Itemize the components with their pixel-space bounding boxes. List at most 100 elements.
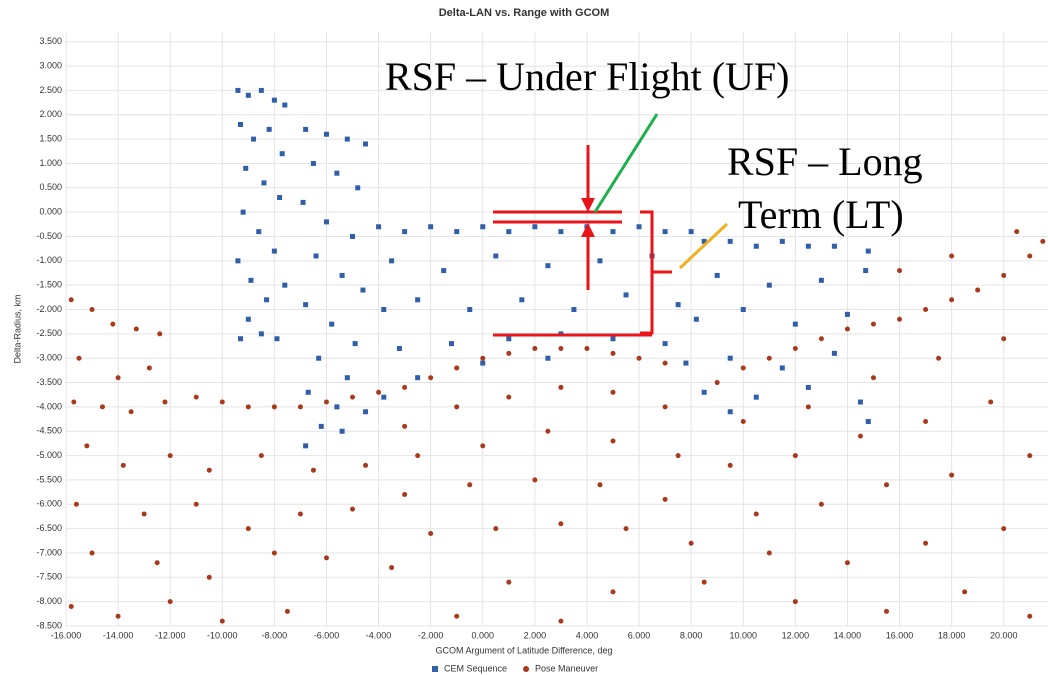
arrowhead — [581, 223, 595, 237]
point — [313, 253, 319, 259]
point — [219, 618, 225, 624]
point — [766, 550, 772, 556]
point — [360, 287, 366, 293]
point — [844, 560, 850, 566]
point — [844, 326, 850, 332]
point — [610, 350, 616, 356]
point — [558, 345, 564, 351]
y-tick-label: -8.500 — [36, 620, 62, 630]
point — [297, 404, 303, 410]
point — [831, 350, 837, 356]
point — [389, 565, 395, 571]
point — [701, 579, 707, 585]
point — [558, 618, 564, 624]
x-tick-label: 14.000 — [834, 630, 862, 640]
point — [936, 355, 942, 361]
point — [493, 253, 499, 259]
y-tick-label: 1.500 — [39, 133, 62, 143]
point — [897, 268, 903, 274]
point — [323, 131, 329, 137]
point — [219, 399, 225, 405]
x-tick-label: 20.000 — [990, 630, 1018, 640]
point — [662, 404, 668, 410]
point — [323, 219, 329, 225]
point — [318, 423, 324, 429]
point — [303, 302, 309, 308]
point — [355, 185, 361, 191]
point — [402, 229, 408, 235]
point — [844, 311, 850, 317]
point — [857, 399, 863, 405]
point — [279, 151, 285, 157]
point — [141, 511, 147, 517]
point — [519, 297, 525, 303]
x-tick-label: 16.000 — [886, 630, 914, 640]
point — [753, 243, 759, 249]
point — [870, 321, 876, 327]
point — [884, 608, 890, 614]
point — [389, 258, 395, 264]
x-tick-label: -8.000 — [262, 630, 288, 640]
point — [89, 307, 95, 313]
point — [454, 404, 460, 410]
point — [261, 180, 267, 186]
point — [300, 199, 306, 205]
point — [792, 321, 798, 327]
point — [251, 136, 257, 142]
annotation-shapes — [493, 113, 729, 337]
point — [167, 453, 173, 459]
point — [480, 355, 486, 361]
point — [779, 238, 785, 244]
x-tick-label: 8.000 — [680, 630, 703, 640]
point — [884, 482, 890, 488]
y-tick-label: -5.500 — [36, 474, 62, 484]
point — [714, 380, 720, 386]
chart-title: Delta-LAN vs. Range with GCOM — [439, 7, 610, 19]
y-tick-label: -6.500 — [36, 523, 62, 533]
y-tick-label: -3.000 — [36, 353, 62, 363]
point — [623, 292, 629, 298]
point — [84, 443, 90, 449]
point — [206, 467, 212, 473]
legend-marker — [523, 666, 530, 672]
point — [146, 365, 152, 371]
point — [402, 384, 408, 390]
point — [344, 375, 350, 381]
point — [1001, 336, 1007, 342]
point — [675, 453, 681, 459]
point — [381, 307, 387, 313]
point — [753, 511, 759, 517]
point — [714, 272, 720, 278]
point — [480, 443, 486, 449]
point — [727, 462, 733, 468]
point — [1001, 526, 1007, 532]
point — [381, 394, 387, 400]
point — [532, 477, 538, 483]
point — [962, 589, 968, 595]
point — [271, 404, 277, 410]
point — [245, 404, 251, 410]
point — [454, 229, 460, 235]
point — [545, 428, 551, 434]
x-tick-label: -6.000 — [314, 630, 340, 640]
x-tick-label: 4.000 — [576, 630, 599, 640]
point — [1027, 613, 1033, 619]
point — [128, 409, 134, 415]
point — [454, 365, 460, 371]
point — [467, 482, 473, 488]
point — [71, 399, 77, 405]
point — [193, 394, 199, 400]
point — [610, 336, 616, 342]
y-tick-label: -4.000 — [36, 401, 62, 411]
point — [454, 613, 460, 619]
point — [344, 136, 350, 142]
point — [480, 360, 486, 366]
point — [545, 355, 551, 361]
point — [701, 238, 707, 244]
annotation: Term (LT) — [738, 192, 904, 237]
legend-label: Pose Maneuver — [535, 663, 598, 673]
point — [376, 224, 382, 230]
point — [662, 496, 668, 502]
point — [402, 492, 408, 498]
point — [779, 365, 785, 371]
